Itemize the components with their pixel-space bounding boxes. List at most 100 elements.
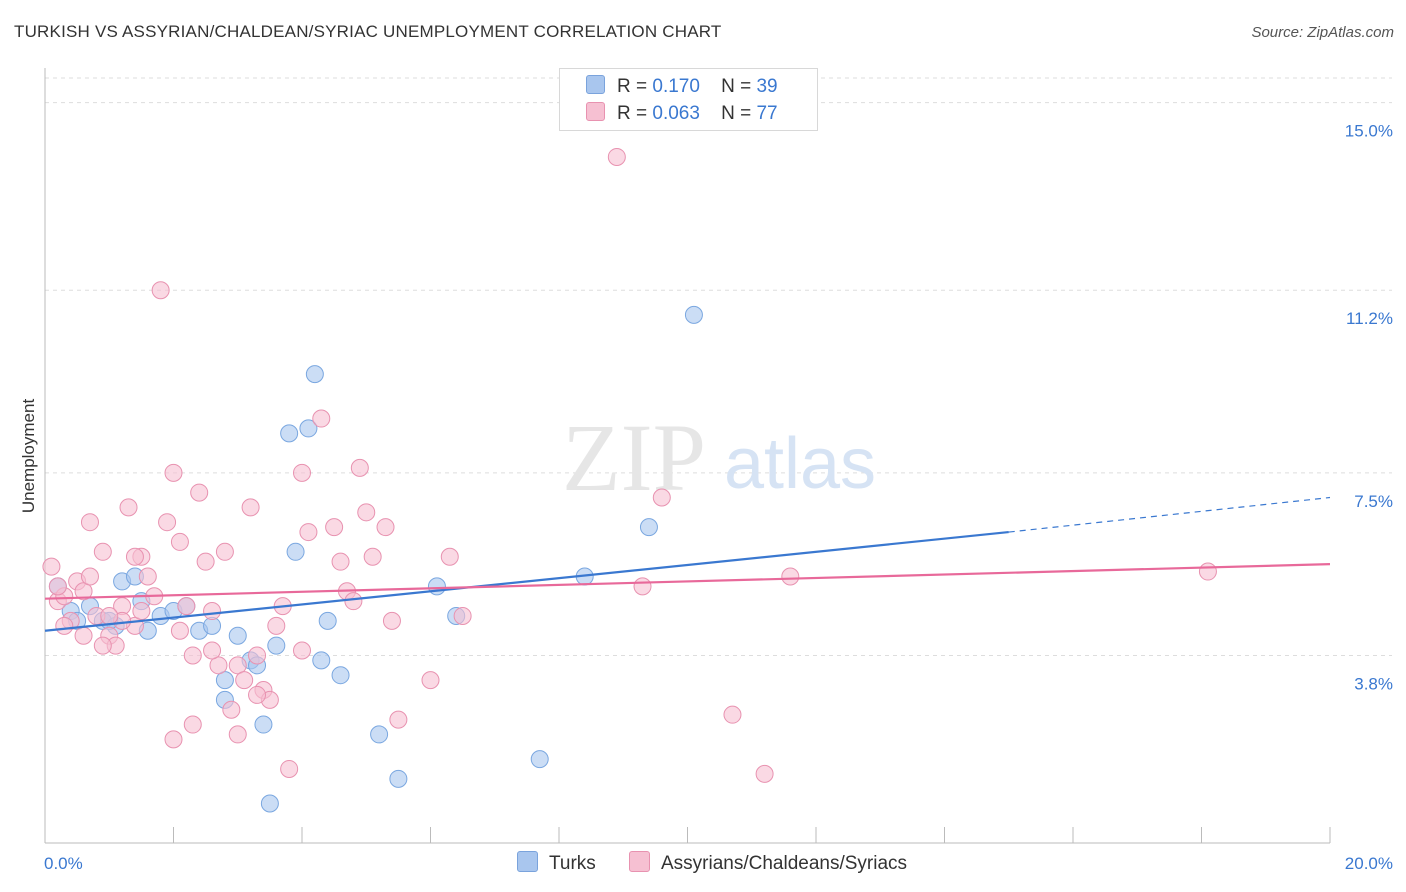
point-assyrians	[177, 597, 196, 616]
point-assyrians	[80, 567, 99, 586]
legend: R = 0.170 N = 39 R = 0.063 N = 77	[559, 68, 818, 131]
point-assyrians	[164, 463, 183, 482]
point-turks	[389, 769, 408, 788]
point-turks	[286, 542, 305, 561]
point-turks	[305, 365, 324, 384]
point-assyrians	[164, 730, 183, 749]
point-assyrians	[196, 552, 215, 571]
point-assyrians	[42, 557, 61, 576]
point-turks	[267, 636, 286, 655]
legend-n-value-turks: 39	[756, 76, 778, 97]
point-assyrians	[652, 488, 671, 507]
point-assyrians	[222, 700, 241, 719]
point-assyrians	[151, 281, 170, 300]
legend-swatch-turks	[517, 851, 538, 872]
point-turks	[684, 305, 703, 324]
point-assyrians	[74, 582, 93, 601]
point-assyrians	[312, 409, 331, 428]
point-assyrians	[228, 725, 247, 744]
legend-swatch-turks	[586, 75, 605, 94]
point-assyrians	[119, 498, 138, 517]
point-assyrians	[376, 518, 395, 537]
point-turks	[280, 424, 299, 443]
legend-r-value-assyrians: 0.063	[652, 103, 700, 124]
point-assyrians	[382, 611, 401, 630]
point-assyrians	[138, 567, 157, 586]
point-turks	[331, 666, 350, 685]
point-assyrians	[421, 671, 440, 690]
trend-lines	[44, 496, 1331, 632]
legend-row-turks: R = 0.170 N = 39	[586, 75, 778, 98]
point-assyrians	[48, 577, 67, 596]
point-assyrians	[80, 513, 99, 532]
point-assyrians	[267, 616, 286, 635]
legend-n-value-assyrians: 77	[756, 103, 778, 124]
point-assyrians	[100, 606, 119, 625]
point-turks	[228, 626, 247, 645]
legend-swatch-assyrians	[629, 851, 650, 872]
point-assyrians	[215, 542, 234, 561]
watermark-atlas: atlas	[724, 424, 876, 504]
point-assyrians	[235, 671, 254, 690]
point-assyrians	[280, 759, 299, 778]
point-assyrians	[190, 483, 209, 502]
point-assyrians	[248, 646, 267, 665]
bottom-legend-assyrians[interactable]: Assyrians/Chaldeans/Syriacs	[629, 851, 907, 875]
point-turks	[639, 518, 658, 537]
point-assyrians	[389, 710, 408, 729]
x-tick-label-min: 0.0%	[44, 854, 83, 873]
point-turks	[299, 419, 318, 438]
point-assyrians	[293, 641, 311, 660]
point-assyrians	[158, 513, 177, 532]
point-assyrians	[350, 458, 369, 477]
point-turks	[370, 725, 389, 744]
point-assyrians	[357, 503, 376, 522]
y-tick-label: 11.2%	[1346, 309, 1393, 328]
bottom-legend-turks[interactable]: Turks	[517, 851, 596, 875]
y-tick-label: 7.5%	[1354, 492, 1393, 511]
point-assyrians	[331, 552, 350, 571]
trend-line-assyrians	[44, 563, 1331, 600]
point-assyrians	[132, 602, 151, 621]
point-assyrians	[93, 636, 112, 655]
point-assyrians	[203, 602, 222, 621]
point-assyrians	[607, 147, 626, 166]
point-assyrians	[170, 532, 189, 551]
point-assyrians	[1198, 562, 1217, 581]
legend-r-label: R =	[617, 103, 648, 124]
point-assyrians	[74, 626, 93, 645]
axes	[44, 68, 1331, 844]
point-assyrians	[633, 577, 652, 596]
point-assyrians	[183, 715, 202, 734]
point-assyrians	[723, 705, 742, 724]
point-assyrians	[93, 542, 112, 561]
trend-line-turks	[44, 530, 1009, 632]
point-assyrians	[170, 621, 189, 640]
y-tick-label: 3.8%	[1354, 674, 1393, 693]
point-turks	[254, 715, 273, 734]
y-tick-label: 15.0%	[1345, 122, 1393, 141]
legend-label-turks: Turks	[549, 853, 596, 874]
point-turks	[318, 611, 337, 630]
point-turks	[312, 651, 331, 670]
legend-n-label: N =	[721, 103, 752, 124]
point-assyrians	[183, 646, 202, 665]
point-assyrians	[241, 498, 260, 517]
point-assyrians	[228, 656, 247, 675]
point-turks	[215, 671, 234, 690]
point-assyrians	[453, 606, 472, 625]
point-assyrians	[248, 685, 267, 704]
trend-line-turks-extension	[1008, 496, 1331, 533]
chart-title: TURKISH VS ASSYRIAN/CHALDEAN/SYRIAC UNEM…	[14, 22, 722, 41]
legend-label-assyrians: Assyrians/Chaldeans/Syriacs	[661, 853, 908, 874]
point-assyrians	[440, 547, 459, 566]
point-assyrians	[755, 764, 774, 783]
point-turks	[260, 794, 279, 813]
legend-row-assyrians: R = 0.063 N = 77	[586, 102, 778, 125]
point-assyrians	[325, 518, 344, 537]
point-assyrians	[203, 641, 222, 660]
y-axis-label: Unemployment	[19, 399, 38, 514]
point-assyrians	[781, 567, 800, 586]
point-assyrians	[344, 592, 363, 611]
